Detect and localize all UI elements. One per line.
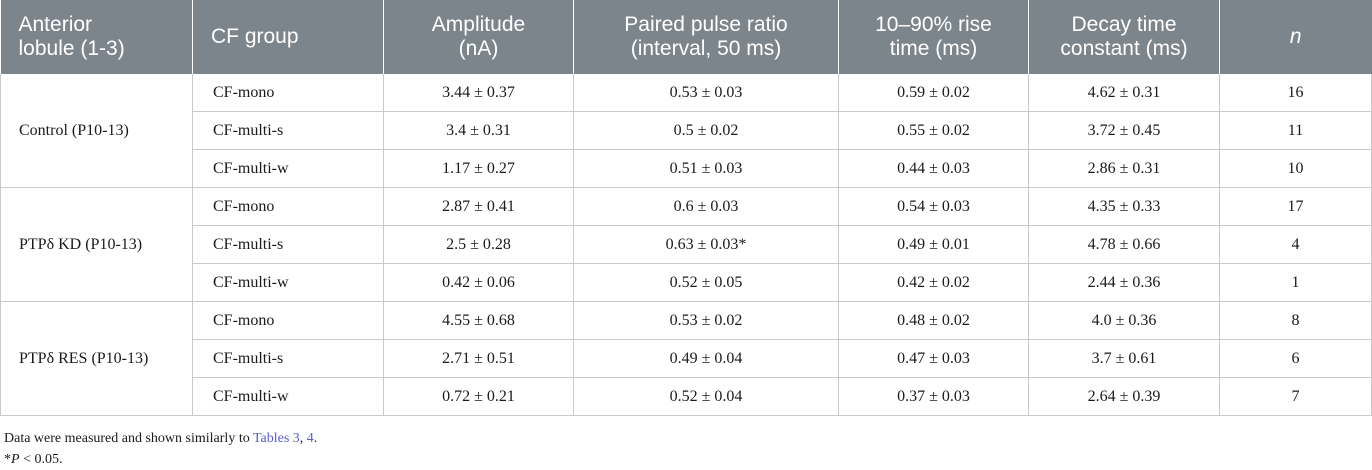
rise-time-cell: 0.54 ± 0.03 [838,187,1029,226]
table-body: Control (P10-13) CF-mono 3.44 ± 0.37 0.5… [0,74,1372,416]
data-table-container: Anterior lobule (1-3) CF group Amplitude(… [0,0,1372,416]
amplitude-cell: 4.55 ± 0.68 [383,301,574,340]
amplitude-cell: 2.87 ± 0.41 [383,187,574,226]
amplitude-cell: 0.72 ± 0.21 [383,377,574,416]
ppr-cell: 0.5 ± 0.02 [573,111,839,150]
table-footnotes: Data were measured and shown similarly t… [4,428,317,470]
table-row: Control (P10-13) CF-mono 3.44 ± 0.37 0.5… [0,74,1372,188]
link-table-4[interactable]: 4 [306,431,314,446]
n-cell: 6 [1219,339,1372,378]
cf-group-cell: CF-multi-s [192,111,384,150]
ppr-cell: 0.6 ± 0.03 [573,187,839,226]
decay-time-cell: 4.78 ± 0.66 [1028,225,1220,264]
rise-time-cell: 0.37 ± 0.03 [838,377,1029,416]
ppr-cell: 0.53 ± 0.03 [573,74,839,112]
ppr-cell: 0.49 ± 0.04 [573,339,839,378]
amplitude-cell: 2.5 ± 0.28 [383,225,574,264]
table-row: CF-multi-s 2.71 ± 0.51 0.49 ± 0.04 0.47 … [1,339,1372,378]
condition-cell: PTPδ RES (P10-13) [0,301,193,416]
table-row: CF-multi-w 0.72 ± 0.21 0.52 ± 0.04 0.37 … [1,377,1372,416]
n-cell: 8 [1219,301,1372,340]
cf-group-cell: CF-mono [192,74,384,112]
ppr-cell: 0.52 ± 0.04 [573,377,839,416]
rise-time-cell: 0.42 ± 0.02 [838,263,1029,302]
condition-cell: PTPδ KD (P10-13) [0,187,193,302]
n-cell: 4 [1219,225,1372,264]
decay-time-cell: 4.35 ± 0.33 [1028,187,1220,226]
rise-time-cell: 0.59 ± 0.02 [838,74,1029,112]
rise-time-cell: 0.49 ± 0.01 [838,225,1029,264]
amplitude-cell: 3.44 ± 0.37 [383,74,574,112]
cf-group-cell: CF-multi-w [192,263,384,302]
footnote-data-source: Data were measured and shown similarly t… [4,431,318,446]
n-cell: 7 [1219,377,1372,416]
header-amplitude: Amplitude (nA) [383,0,574,74]
link-tables-3[interactable]: Tables 3 [252,431,300,446]
table-header: Anterior lobule (1-3) CF group Amplitude(… [0,0,1372,74]
cf-group-cell: CF-multi-s [192,339,384,378]
footnote-significance: *P < 0.05. [4,452,63,467]
amplitude-cell: 2.71 ± 0.51 [383,339,574,378]
decay-time-cell: 3.72 ± 0.45 [1028,111,1220,150]
table-row: CF-multi-s 2.5 ± 0.28 0.63 ± 0.03* 0.49 … [1,225,1372,264]
cf-group-cell: CF-multi-w [192,149,384,188]
decay-time-cell: 3.7 ± 0.61 [1028,339,1220,378]
table-row: CF-multi-w 1.17 ± 0.27 0.51 ± 0.03 0.44 … [1,149,1372,188]
cf-group-cell: CF-multi-s [192,225,384,264]
rise-time-cell: 0.55 ± 0.02 [838,111,1029,150]
ppr-cell: 0.51 ± 0.03 [573,149,839,188]
ppr-cell: 0.53 ± 0.02 [573,301,839,340]
n-cell: 11 [1219,111,1372,150]
amplitude-cell: 1.17 ± 0.27 [383,149,574,188]
header-row: Anterior lobule (1-3) CF group Amplitude(… [0,0,1372,74]
header-n: n [1219,0,1372,74]
n-cell: 1 [1219,263,1372,302]
n-cell: 17 [1219,187,1372,226]
cf-group-cell: CF-mono [192,301,384,340]
ppr-cell: 0.63 ± 0.03* [573,225,839,264]
amplitude-cell: 3.4 ± 0.31 [383,111,574,150]
amplitude-cell: 0.42 ± 0.06 [383,263,574,302]
header-decay-time: Decay time constant (ms) [1028,0,1220,74]
decay-time-cell: 2.44 ± 0.36 [1028,263,1220,302]
rise-time-cell: 0.47 ± 0.03 [838,339,1029,378]
ppr-cell: 0.52 ± 0.05 [573,263,839,302]
decay-time-cell: 4.0 ± 0.36 [1028,301,1220,340]
condition-cell: Control (P10-13) [0,74,193,188]
table-row: CF-multi-w 0.42 ± 0.06 0.52 ± 0.05 0.42 … [1,263,1372,302]
table-row: PTPδ RES (P10-13) CF-mono 4.55 ± 0.68 0.… [0,301,1372,416]
data-table: Anterior lobule (1-3) CF group Amplitude(… [0,0,1372,416]
header-paired-pulse-ratio: Paired pulse ratio (interval, 50 ms) [573,0,839,74]
n-cell: 10 [1219,149,1372,188]
cf-group-cell: CF-multi-w [192,377,384,416]
table-row: PTPδ KD (P10-13) CF-mono 2.87 ± 0.41 0.6… [0,187,1372,302]
decay-time-cell: 2.64 ± 0.39 [1028,377,1220,416]
table-row: CF-multi-s 3.4 ± 0.31 0.5 ± 0.02 0.55 ± … [1,111,1372,150]
decay-time-cell: 2.86 ± 0.31 [1028,149,1220,188]
header-rise-time: 10–90% rise time (ms) [838,0,1029,74]
rise-time-cell: 0.44 ± 0.03 [838,149,1029,188]
decay-time-cell: 4.62 ± 0.31 [1028,74,1220,112]
n-cell: 16 [1219,74,1372,112]
header-anterior-lobule: Anterior lobule (1-3) [0,0,193,74]
cf-group-cell: CF-mono [192,187,384,226]
header-cf-group: CF group [192,0,384,74]
rise-time-cell: 0.48 ± 0.02 [838,301,1029,340]
